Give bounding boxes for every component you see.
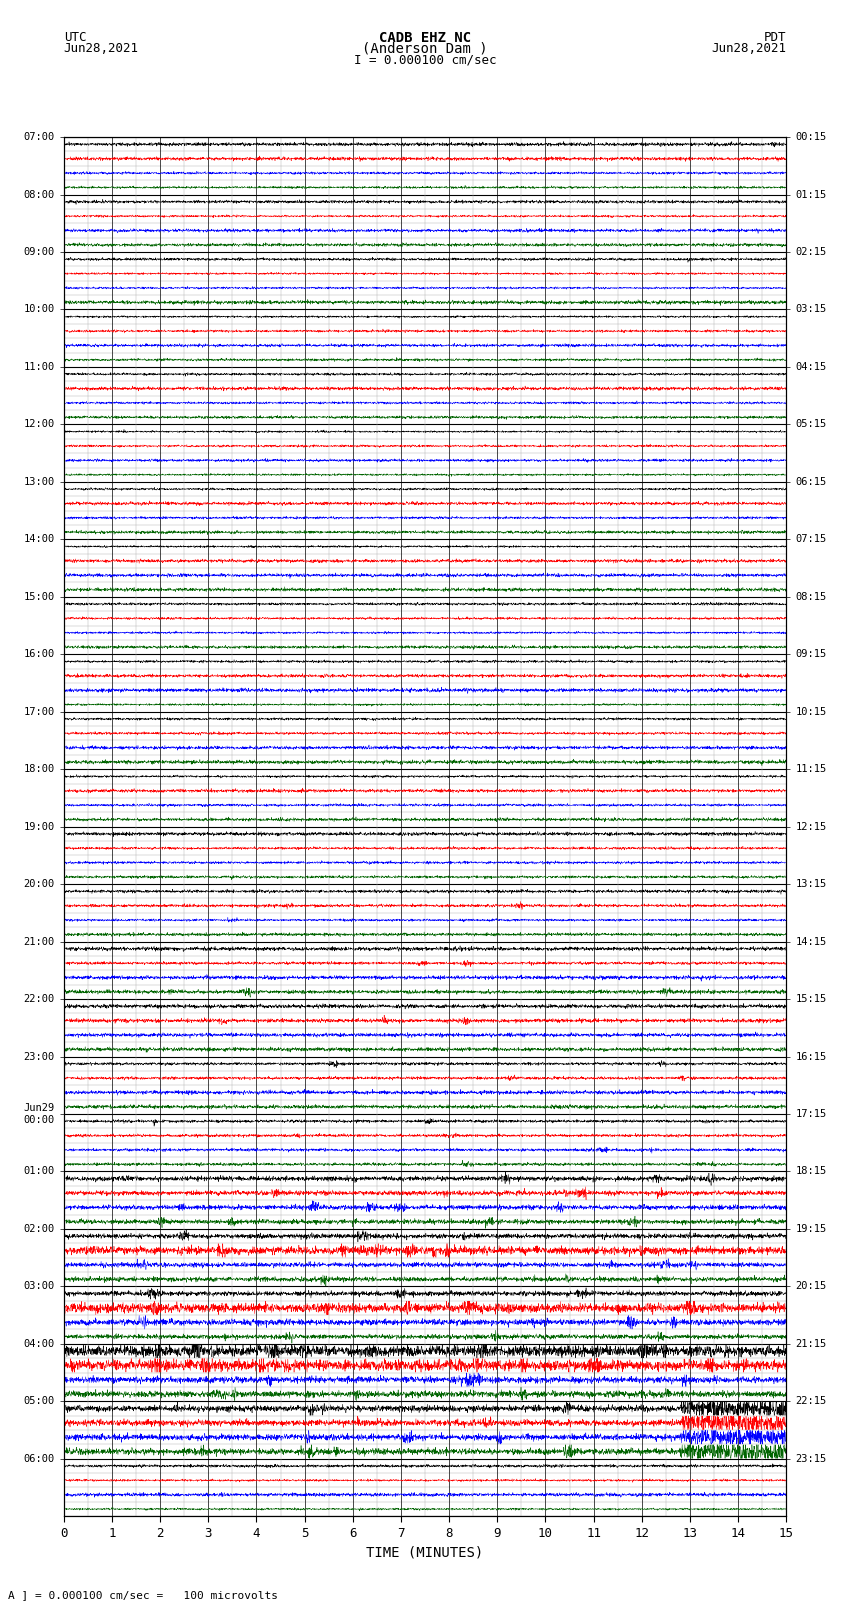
Text: I = 0.000100 cm/sec: I = 0.000100 cm/sec bbox=[354, 53, 496, 66]
Text: CADB EHZ NC: CADB EHZ NC bbox=[379, 31, 471, 45]
Text: UTC: UTC bbox=[64, 31, 86, 44]
Text: PDT: PDT bbox=[764, 31, 786, 44]
Text: Jun28,2021: Jun28,2021 bbox=[711, 42, 786, 55]
Text: A ] = 0.000100 cm/sec =   100 microvolts: A ] = 0.000100 cm/sec = 100 microvolts bbox=[8, 1590, 279, 1600]
Text: (Anderson Dam ): (Anderson Dam ) bbox=[362, 42, 488, 56]
Text: Jun28,2021: Jun28,2021 bbox=[64, 42, 139, 55]
X-axis label: TIME (MINUTES): TIME (MINUTES) bbox=[366, 1545, 484, 1560]
